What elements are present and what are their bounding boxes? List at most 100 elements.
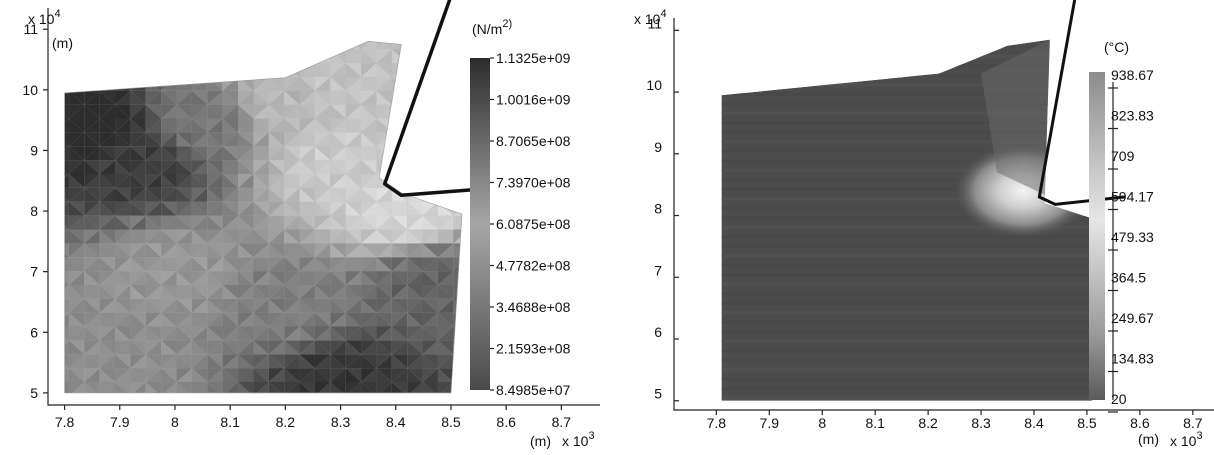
x-multiplier: x 103 bbox=[562, 430, 595, 449]
stress-facet bbox=[392, 105, 407, 119]
stress-facet bbox=[284, 35, 299, 49]
stress-facet bbox=[453, 174, 468, 188]
stress-facet bbox=[146, 63, 161, 77]
colorbar-label: 3.4688e+08 bbox=[496, 299, 571, 315]
stress-facet bbox=[438, 146, 453, 160]
x-tick-label: 8.4 bbox=[386, 414, 406, 430]
stress-facet bbox=[453, 35, 468, 49]
stress-facet bbox=[207, 63, 222, 77]
x-tick-label: 8.2 bbox=[276, 414, 296, 430]
stress-facet bbox=[423, 146, 438, 160]
stress-facet bbox=[253, 35, 268, 49]
stress-facet bbox=[207, 35, 222, 49]
stress-facet bbox=[130, 49, 145, 63]
x-tick-label: 8.3 bbox=[331, 414, 351, 430]
colorbar-label: 479.33 bbox=[1111, 229, 1154, 245]
temperature-field bbox=[716, 26, 1113, 400]
stress-facet bbox=[253, 49, 268, 63]
field-texture bbox=[716, 150, 1113, 153]
stress-facet bbox=[453, 146, 468, 160]
stress-facet bbox=[423, 132, 438, 146]
stress-facet bbox=[407, 160, 422, 174]
stress-facet bbox=[438, 77, 453, 91]
field-texture bbox=[716, 387, 1113, 390]
stress-facet bbox=[146, 63, 161, 77]
y-multiplier-exponent: 4 bbox=[660, 8, 666, 20]
colorbar-unit-base: (N/m bbox=[472, 21, 502, 37]
stress-facet bbox=[238, 35, 253, 49]
stress-facet bbox=[284, 49, 299, 63]
field-texture bbox=[716, 169, 1113, 172]
stress-facet bbox=[407, 132, 422, 146]
stress-facet bbox=[100, 77, 115, 91]
stress-facet bbox=[100, 63, 115, 77]
stress-panel: 7.8 7.9 8 8.1 8.2 8.3 8.4 8.5 8.6 8.7567891011x 1… bbox=[0, 0, 600, 455]
stress-facet bbox=[223, 63, 238, 77]
stress-facet bbox=[115, 35, 130, 49]
stress-facet bbox=[392, 174, 407, 188]
stress-facet bbox=[330, 35, 345, 49]
stress-facet bbox=[407, 63, 422, 77]
stress-facet bbox=[84, 63, 99, 77]
stress-facet bbox=[346, 35, 361, 49]
stress-facet bbox=[423, 146, 438, 160]
x-tick-label: 8.6 bbox=[496, 414, 516, 430]
field-texture bbox=[716, 283, 1113, 286]
y-tick-label: 9 bbox=[30, 142, 38, 158]
stress-facet bbox=[453, 77, 468, 91]
stress-facet bbox=[207, 49, 222, 63]
field-texture bbox=[716, 178, 1113, 181]
cutting-tool bbox=[385, 0, 473, 195]
stress-facet bbox=[392, 105, 407, 119]
stress-facet bbox=[54, 49, 69, 63]
y-tick-label: 5 bbox=[654, 386, 662, 402]
stress-facet bbox=[54, 63, 69, 77]
stress-facet bbox=[407, 35, 422, 49]
stress-facet bbox=[84, 49, 99, 63]
stress-facet bbox=[453, 340, 468, 354]
field-texture bbox=[716, 254, 1113, 257]
field-texture bbox=[716, 83, 1113, 86]
stress-facet bbox=[315, 35, 330, 49]
x-multiplier-exponent: 3 bbox=[588, 430, 594, 442]
stress-facet bbox=[54, 118, 69, 132]
stress-facet bbox=[54, 63, 69, 77]
x-tick-label: 7.8 bbox=[55, 414, 75, 430]
stress-facet bbox=[453, 354, 468, 368]
stress-facet bbox=[161, 49, 176, 63]
stress-facet bbox=[407, 146, 422, 160]
stress-facet bbox=[269, 35, 284, 49]
stress-facet bbox=[438, 146, 453, 160]
y-multiplier-exponent: 4 bbox=[54, 8, 60, 20]
y-multiplier-base: x 10 bbox=[634, 11, 661, 27]
field-texture bbox=[716, 349, 1113, 352]
stress-facet bbox=[438, 160, 453, 174]
stress-facet bbox=[407, 35, 422, 49]
stress-facet bbox=[453, 132, 468, 146]
stress-facet bbox=[453, 63, 468, 77]
x-tick-label: 8.5 bbox=[1077, 415, 1097, 431]
stress-facet bbox=[453, 368, 468, 382]
y-tick-label: 7 bbox=[654, 262, 662, 278]
colorbar-label: 4.7782e+08 bbox=[496, 258, 571, 274]
stress-facet bbox=[269, 49, 284, 63]
y-multiplier-base: x 10 bbox=[28, 11, 55, 27]
stress-facet bbox=[100, 49, 115, 63]
stress-facet bbox=[54, 49, 69, 63]
field-texture bbox=[716, 45, 1113, 48]
stress-facet bbox=[253, 63, 268, 77]
stress-facet bbox=[54, 132, 69, 146]
stress-colorbar bbox=[470, 58, 490, 390]
colorbar-label: 1.1325e+09 bbox=[496, 50, 571, 66]
field-texture bbox=[716, 74, 1113, 77]
colorbar-label: 6.0875e+08 bbox=[496, 216, 571, 232]
stress-facet bbox=[407, 174, 422, 188]
stress-facet bbox=[407, 132, 422, 146]
stress-facet bbox=[177, 63, 192, 77]
stress-facet bbox=[300, 49, 315, 63]
stress-facet bbox=[453, 105, 468, 119]
stress-facet bbox=[453, 35, 468, 49]
stress-facet bbox=[453, 160, 468, 174]
stress-facet bbox=[192, 35, 207, 49]
stress-facet bbox=[453, 118, 468, 132]
